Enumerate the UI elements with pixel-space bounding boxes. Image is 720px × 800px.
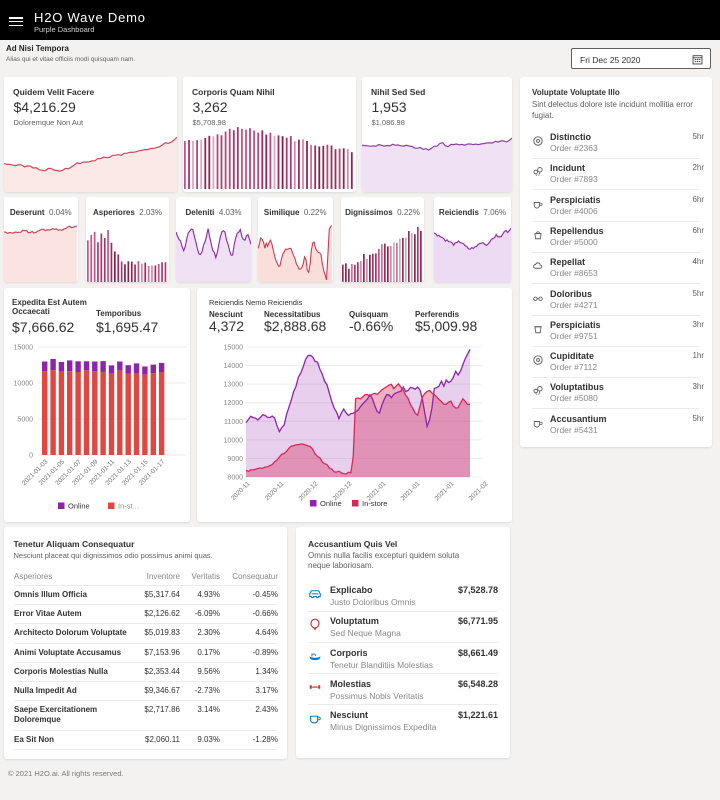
svg-text:14000: 14000	[224, 363, 244, 370]
svg-text:13000: 13000	[224, 382, 244, 389]
svg-text:2021-01: 2021-01	[434, 480, 456, 502]
svg-text:10000: 10000	[14, 381, 34, 388]
svg-text:2021-01: 2021-01	[400, 480, 422, 502]
svg-text:0: 0	[29, 453, 33, 460]
svg-text:8000: 8000	[227, 475, 243, 482]
svg-text:2020-11: 2020-11	[264, 480, 286, 502]
svg-text:Online: Online	[320, 499, 342, 508]
svg-text:11000: 11000	[224, 419, 243, 426]
svg-text:10000: 10000	[224, 437, 244, 444]
svg-text:15000: 15000	[224, 345, 244, 352]
svg-text:9000: 9000	[227, 456, 243, 463]
svg-text:2021-02: 2021-02	[468, 480, 490, 502]
svg-text:In-st...: In-st...	[118, 502, 139, 511]
svg-text:2020-11: 2020-11	[230, 480, 252, 502]
svg-text:12000: 12000	[224, 400, 244, 407]
svg-text:5000: 5000	[17, 417, 33, 424]
svg-text:In-store: In-store	[362, 499, 387, 508]
svg-text:Online: Online	[68, 502, 90, 511]
svg-text:15000: 15000	[14, 345, 34, 352]
svg-text:2020-12: 2020-12	[298, 480, 320, 502]
